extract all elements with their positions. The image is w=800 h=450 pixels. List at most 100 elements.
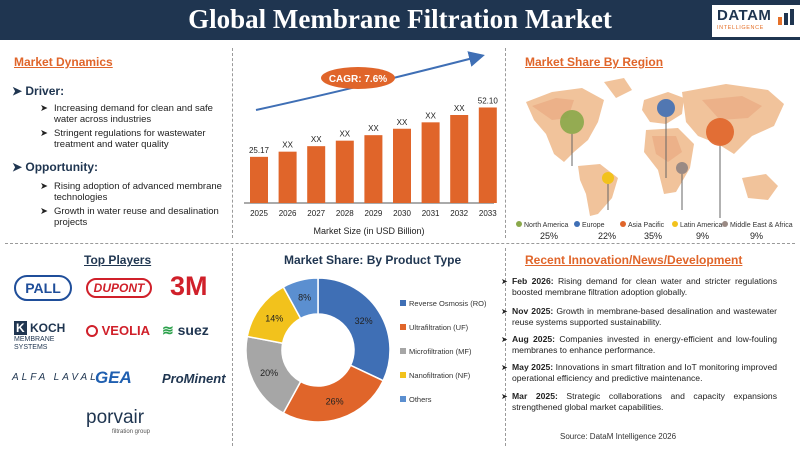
bar-2030	[393, 128, 411, 203]
region-name: North America	[524, 222, 569, 229]
latin-america-marker	[602, 172, 614, 184]
news-item: ➤ May 2025: Innovations in smart filtrati…	[501, 362, 777, 384]
product-legend-item: Reverse Osmosis (RO)	[400, 299, 487, 308]
driver-item: ➤ Stringent regulations for wastewater tr…	[40, 128, 224, 150]
legend-swatch-icon	[400, 348, 406, 354]
driver-item: ➤ Increasing demand for clean and safe wa…	[40, 103, 224, 125]
region-legend-item: Europe	[574, 221, 605, 230]
product-legend-item: Others	[400, 395, 432, 404]
slice-value-label: 32%	[355, 316, 373, 326]
opportunity-text: Growth in water reuse and desalination p…	[54, 206, 219, 228]
legend-swatch-icon	[400, 324, 406, 330]
legend-dot-icon	[516, 221, 522, 227]
product-share-donut-chart: 32% 26% 20% 14% 8%	[245, 277, 391, 423]
driver-heading: ➤ Driver:	[12, 84, 64, 98]
slice-value-label: 8%	[298, 293, 311, 303]
bar-2033	[478, 107, 497, 203]
3m-logo: 3M	[170, 271, 208, 301]
gea-logo: GEA	[95, 368, 132, 387]
arrow-icon: ➤	[40, 103, 48, 114]
news-date: Mar 2025:	[512, 391, 558, 401]
koch-tagline: MEMBRANE SYSTEMS	[14, 336, 55, 351]
bar-value-label: XX	[425, 111, 436, 120]
legend-swatch-icon	[400, 396, 406, 402]
x-tick-label: 2028	[336, 209, 354, 218]
logo-wordmark: DATAM	[717, 7, 772, 24]
opportunity-text: Rising adoption of advanced membrane tec…	[54, 181, 222, 203]
x-tick-label: 2031	[422, 209, 440, 218]
alfa-laval-logo: ALFA LAVAL	[12, 372, 99, 383]
product-legend-item: Nanofiltration (NF)	[400, 371, 470, 380]
news-date: Feb 2026:	[512, 276, 554, 286]
porvair-logo: porvair	[86, 407, 145, 428]
australia-shape	[742, 174, 778, 200]
page-title: Global Membrane Filtration Market	[188, 4, 612, 34]
region-share-value: 25%	[540, 231, 559, 241]
product-legend-label: Reverse Osmosis (RO)	[409, 299, 487, 308]
driver-chevron-icon: ➤	[12, 84, 26, 98]
bar-value-label: 25.17	[249, 146, 270, 155]
product-legend-label: Ultrafiltration (UF)	[409, 323, 469, 332]
logo-bars-icon	[778, 9, 794, 25]
product-legend-label: Microfiltration (MF)	[409, 347, 472, 356]
donut-slice	[317, 277, 391, 382]
opportunity-chevron-icon: ➤	[12, 160, 26, 174]
legend-dot-icon	[722, 221, 728, 227]
prominent-logo: ProMinent	[162, 371, 226, 386]
bar-2029	[364, 135, 383, 203]
suez-logo: ≋ suez	[162, 322, 209, 338]
news-date: Aug 2025:	[512, 334, 555, 344]
bar-2026	[278, 151, 297, 203]
suez-wordmark: suez	[177, 322, 209, 338]
asia-pacific-marker	[706, 118, 734, 146]
donut-slice	[282, 364, 385, 423]
arrow-icon: ➤	[40, 181, 48, 192]
slice-value-label: 26%	[326, 396, 344, 406]
bar-2032	[450, 115, 469, 203]
logo-tagline: INTELLIGENCE	[717, 25, 764, 31]
bar-2025	[250, 156, 268, 203]
x-axis-title: Market Size (in USD Billion)	[313, 226, 424, 236]
region-name: Europe	[582, 222, 605, 229]
world-map	[526, 78, 784, 218]
legend-dot-icon	[620, 221, 626, 227]
divider	[505, 48, 506, 238]
news-date: May 2025:	[512, 362, 554, 372]
market-dynamics-title: Market Dynamics	[14, 55, 113, 69]
koch-wordmark: KOCH	[30, 321, 66, 335]
driver-text: Stringent regulations for wastewater tre…	[54, 128, 206, 150]
divider	[5, 243, 795, 244]
region-legend-item: Asia Pacific	[620, 221, 664, 230]
opportunity-item: ➤ Growth in water reuse and desalination …	[40, 206, 224, 228]
arrow-icon: ➤	[40, 128, 48, 139]
arrow-icon: ➤	[501, 392, 508, 401]
bar-2027	[307, 146, 326, 203]
divider	[232, 248, 233, 446]
region-share-value: 9%	[696, 231, 710, 241]
news-item: ➤ Mar 2025: Strategic collaborations and …	[501, 391, 777, 413]
bar-value-label: XX	[397, 118, 408, 127]
slice-value-label: 20%	[260, 368, 278, 378]
slice-value-label: 14%	[265, 313, 283, 323]
divider	[232, 48, 233, 238]
arrow-icon: ➤	[501, 363, 508, 372]
donut-slice	[282, 277, 319, 320]
legend-dot-icon	[672, 221, 678, 227]
news-date: Nov 2025:	[512, 306, 554, 316]
arrow-icon: ➤	[40, 206, 48, 217]
news-item: ➤ Nov 2025: Growth in membrane-based desa…	[501, 306, 777, 328]
europe-marker	[657, 99, 675, 117]
veolia-logo: VEOLIA	[86, 323, 150, 339]
veolia-wordmark: VEOLIA	[101, 323, 151, 338]
opportunity-label: Opportunity:	[25, 160, 99, 174]
region-name: Middle East & Africa	[730, 222, 793, 229]
top-players-title: Top Players	[84, 253, 152, 267]
product-legend-item: Microfiltration (MF)	[400, 347, 472, 356]
x-tick-label: 2029	[365, 209, 383, 218]
opportunity-item: ➤ Rising adoption of advanced membrane te…	[40, 181, 224, 203]
opportunity-heading: ➤ Opportunity:	[12, 160, 98, 174]
product-legend-label: Others	[409, 395, 432, 404]
region-share-title: Market Share By Region	[525, 55, 664, 69]
north-america-marker	[560, 110, 584, 134]
news-item: ➤ Aug 2025: Companies invested in energy-…	[501, 334, 777, 356]
